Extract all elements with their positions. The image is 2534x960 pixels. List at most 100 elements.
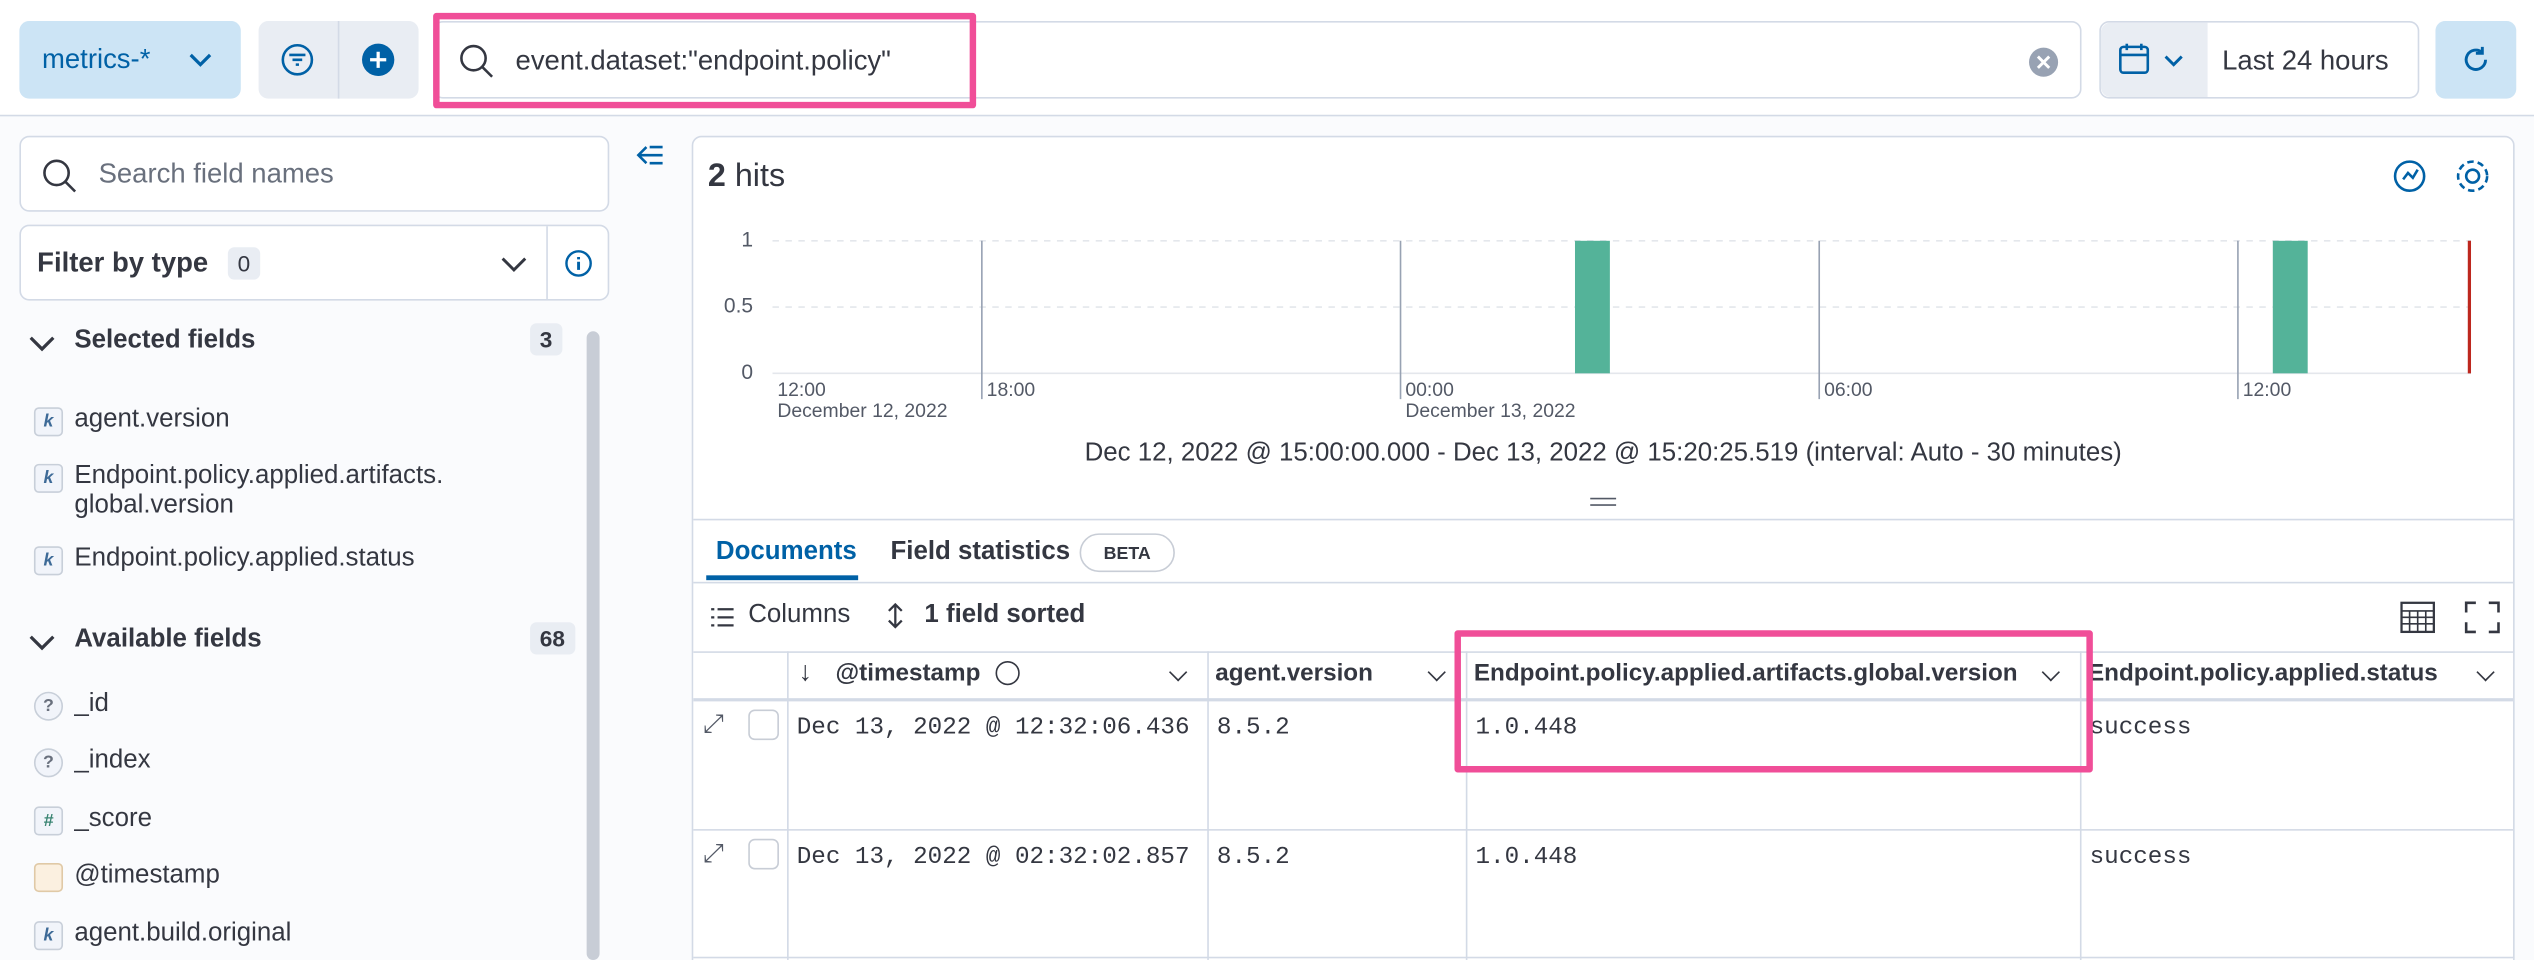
collapse-chevron[interactable]: [26, 627, 58, 659]
clear-icon[interactable]: [2028, 47, 2059, 78]
column-header: Endpoint.policy.applied.artifacts.global…: [1473, 659, 2018, 687]
bar: [2272, 240, 2308, 374]
y-tick-label: 0.5: [724, 295, 753, 318]
search-icon: [43, 159, 77, 193]
x-tick-sublabel: December 13, 2022: [1405, 400, 1575, 422]
field-search[interactable]: Search field names: [19, 135, 610, 212]
column-header: @timestamp: [835, 659, 981, 687]
x-tick-label: 12:00: [777, 379, 826, 401]
x-tick-label: 06:00: [1824, 379, 1873, 401]
refresh-button[interactable]: [2435, 21, 2517, 99]
chart-options[interactable]: [2392, 157, 2495, 196]
field-name: Endpoint.policy.applied.artifacts. globa…: [74, 462, 444, 519]
filter-buttons: [258, 21, 419, 99]
beta-badge: BETA: [1079, 533, 1175, 573]
query-text: event.dataset:"endpoint.policy": [515, 45, 891, 76]
highlight: [433, 12, 977, 109]
time-range: Last 24 hours: [2222, 45, 2389, 76]
hits: 2 hits: [708, 158, 785, 194]
filter-by-type[interactable]: Filter by type 0: [19, 224, 610, 301]
grid-options[interactable]: [2400, 600, 2500, 636]
tab[interactable]: Field statistics: [890, 538, 1071, 566]
resize-handle[interactable]: [1590, 497, 1617, 506]
collapse-sidebar-icon[interactable]: [634, 142, 666, 171]
field-name: _index: [74, 746, 151, 775]
filter-count: 0: [227, 247, 260, 280]
field-type-icon: k: [33, 921, 64, 951]
column-header: agent.version: [1215, 659, 1373, 687]
highlight: [1454, 630, 2093, 773]
section-title: Available fields: [74, 625, 262, 653]
field-name: _score: [74, 804, 152, 833]
query-box[interactable]: event.dataset:"endpoint.policy": [433, 21, 2082, 99]
x-tick-label: 12:00: [2243, 379, 2292, 401]
section-count: 68: [530, 622, 575, 655]
sort-button[interactable]: 1 field sorted: [924, 601, 1086, 629]
column-border: [2079, 651, 2082, 960]
column-header: Endpoint.policy.applied.status: [2088, 659, 2438, 687]
field-name: _id: [74, 690, 109, 718]
y-tick-label: 0: [741, 361, 753, 384]
field-type-icon: ?: [33, 748, 64, 778]
row-border: [693, 956, 2514, 959]
date-picker[interactable]: Last 24 hours: [2099, 21, 2420, 99]
expand-icon: ⤢: [703, 840, 724, 868]
field-type-icon: k: [33, 463, 64, 493]
calendar-button[interactable]: [2100, 22, 2208, 97]
column-border: [787, 651, 789, 960]
cell: success: [2089, 843, 2192, 872]
clock-icon: [995, 660, 1020, 686]
row-border: [693, 829, 2514, 831]
refresh-icon: [2464, 46, 2488, 71]
field-type-icon: ?: [33, 691, 64, 721]
x-tick-label: 00:00: [1405, 379, 1454, 401]
add-filter-icon[interactable]: [360, 42, 396, 78]
x-tick-label: 18:00: [987, 379, 1036, 401]
filter-label: Filter by type: [37, 247, 209, 278]
field-type-icon: k: [33, 407, 64, 437]
cell: 8.5.2: [1216, 843, 1290, 872]
scrollbar: [586, 331, 600, 960]
index-pattern: metrics-*: [42, 43, 151, 75]
field-type-icon: k: [33, 546, 64, 576]
hit-count: 2: [707, 158, 726, 194]
collapse-chevron[interactable]: [26, 328, 58, 360]
field-name: agent.build.original: [74, 919, 292, 948]
column-border: [1207, 651, 1209, 960]
chevron: [501, 257, 527, 272]
cell: 8.5.2: [1216, 714, 1290, 742]
columns-button[interactable]: Columns: [748, 601, 851, 629]
tab-underline: [706, 575, 859, 581]
cell: 1.0.448: [1475, 843, 1578, 872]
cell: Dec 13, 2022 @ 12:32:06.436: [796, 714, 1190, 742]
info-icon[interactable]: [564, 249, 593, 278]
y-tick-label: 1: [741, 228, 753, 251]
field-name: agent.version: [74, 405, 230, 434]
divider: [693, 581, 2514, 584]
hit-label: hits: [734, 158, 786, 194]
placeholder: Search field names: [98, 158, 334, 190]
row-checkbox: [748, 838, 779, 870]
calendar-icon: [2119, 43, 2183, 75]
tab[interactable]: Documents: [715, 538, 857, 566]
column-border: [1465, 651, 1468, 960]
cell: Dec 13, 2022 @ 02:32:02.857: [796, 843, 1190, 872]
sort-icon: [888, 602, 903, 629]
row-checkbox: [748, 709, 779, 741]
filter-icon[interactable]: [280, 42, 316, 78]
field-name: @timestamp: [74, 861, 220, 889]
search-icon: [460, 44, 494, 78]
sort-arrow: ↓: [798, 656, 813, 687]
index-pattern-button[interactable]: metrics-*: [19, 21, 241, 99]
field-type-icon: [33, 862, 64, 893]
divider: [337, 21, 340, 99]
bar: [1574, 240, 1610, 374]
chevron: [189, 53, 212, 67]
section-title: Selected fields: [74, 326, 256, 354]
field-name: Endpoint.policy.applied.status: [74, 544, 415, 573]
x-tick-sublabel: December 12, 2022: [777, 400, 947, 422]
expand-icon: ⤢: [703, 711, 724, 739]
